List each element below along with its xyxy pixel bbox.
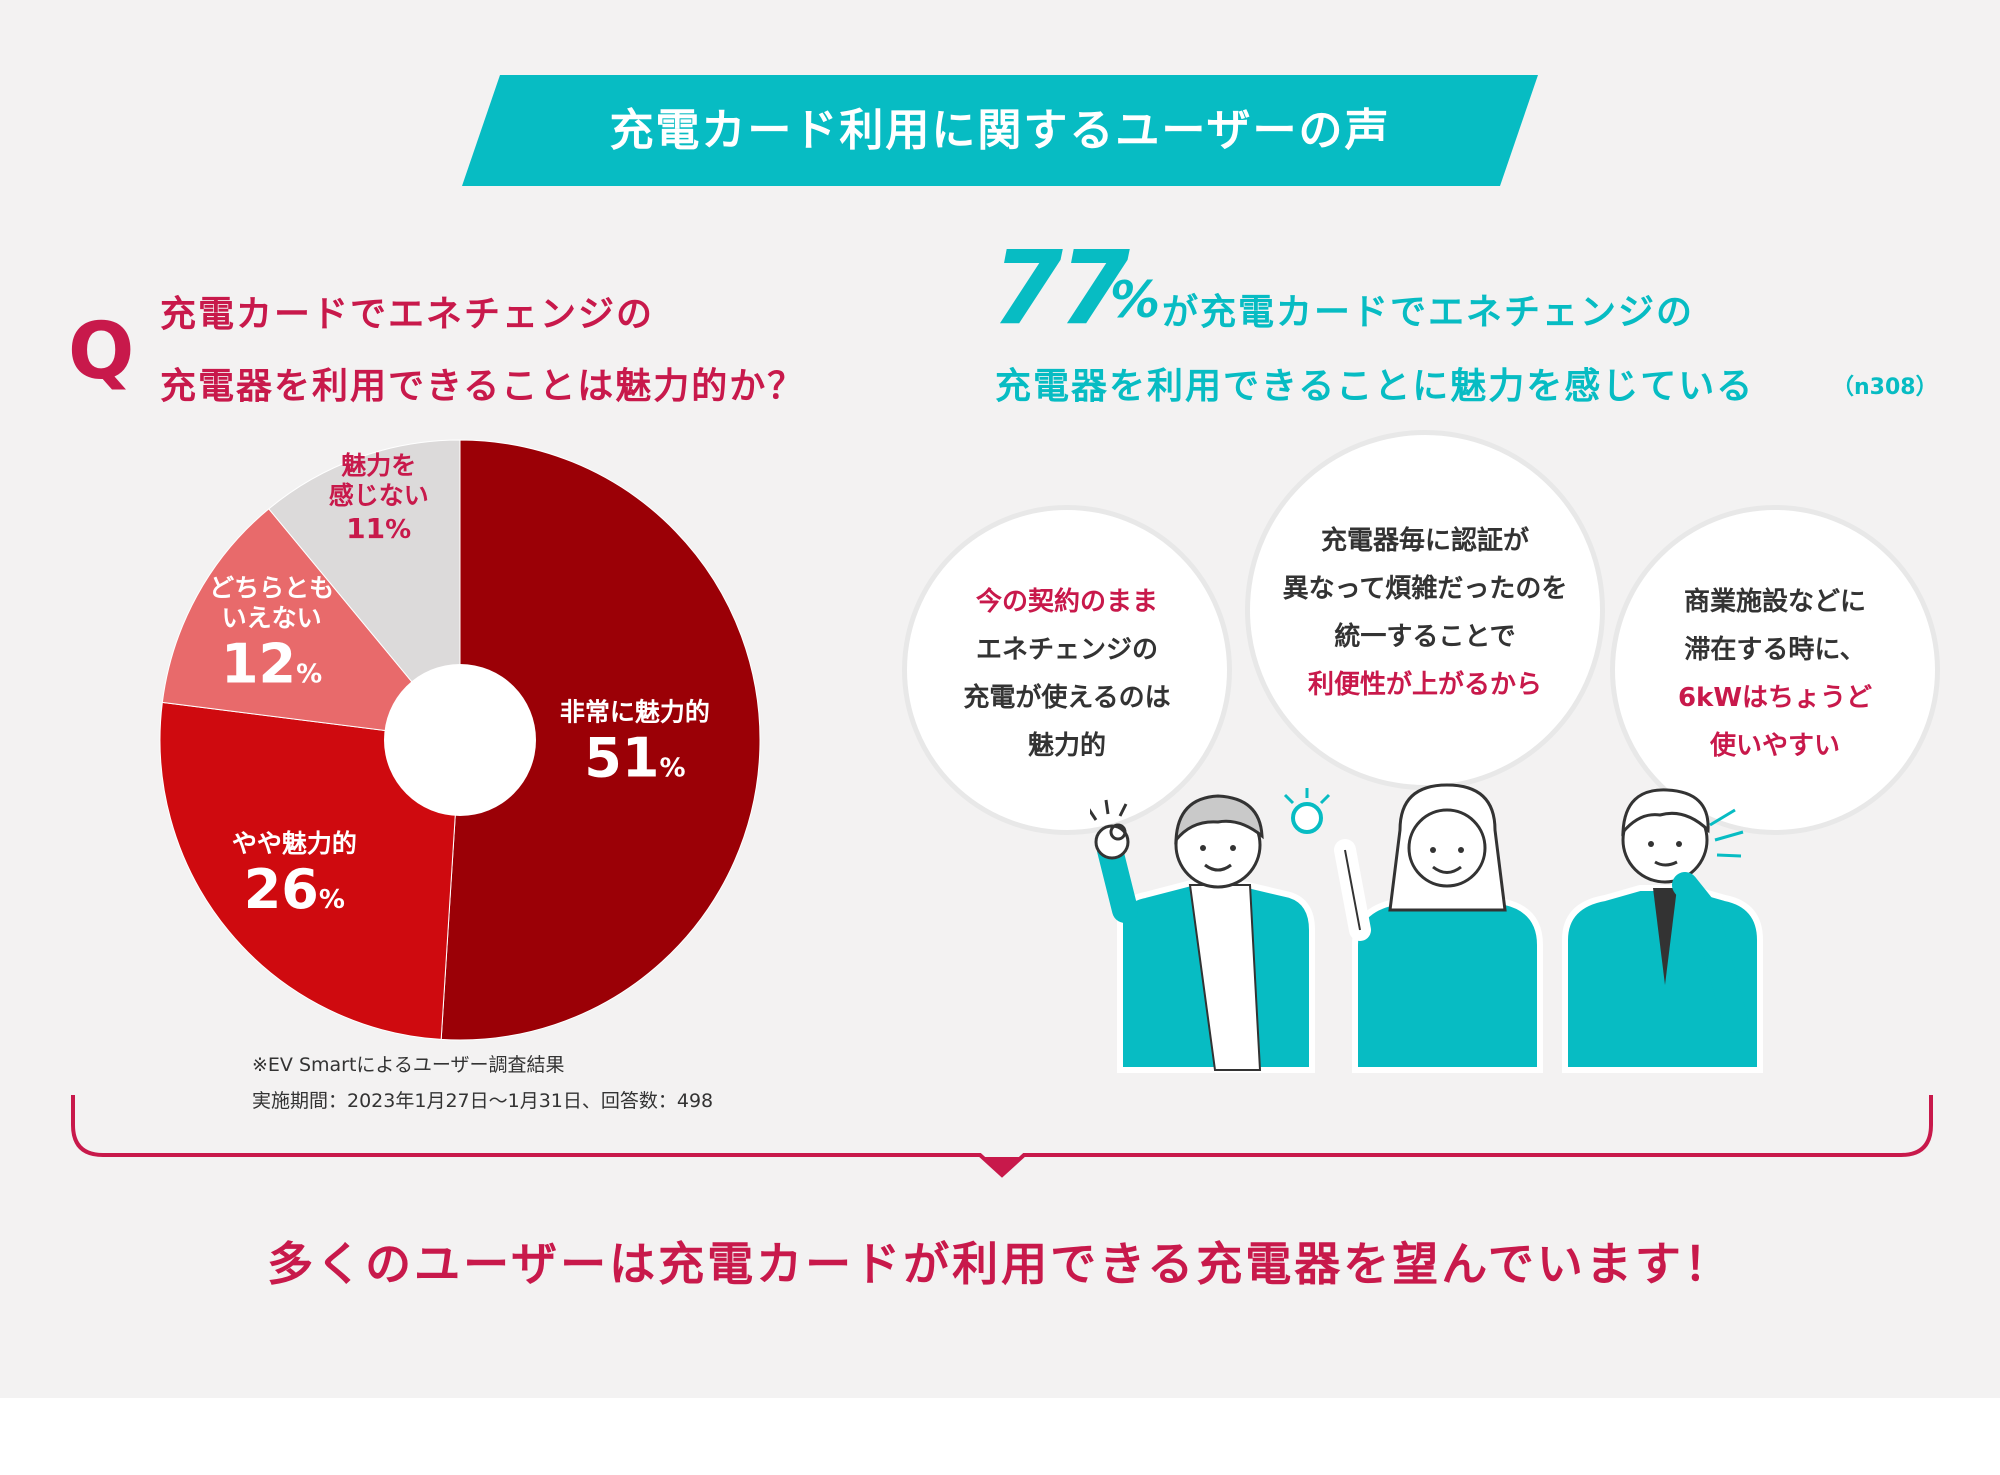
pie-value-unit-1: %	[659, 753, 685, 783]
survey-note-1: ※EV Smartによるユーザー調査結果	[252, 1054, 565, 1076]
pie-label-2-line-1: やや魅力的	[232, 829, 357, 858]
title-banner: 充電カード利用に関するユーザーの声	[462, 75, 1538, 186]
person-thinking	[1562, 788, 1763, 1073]
pie-slice-3	[161, 508, 462, 741]
pie-slice-4	[268, 439, 461, 742]
pie-value-unit-2: %	[319, 885, 345, 915]
pie-value-unit-4: %	[385, 515, 411, 545]
sample-size: （n308）	[1832, 375, 1938, 400]
pie-label-3-line-2: いえない	[222, 603, 322, 632]
headline-line-1: が充電カードでエネチェンジの	[1162, 292, 1695, 333]
banner-shape	[462, 75, 1538, 186]
pie-slice-1	[440, 439, 761, 1041]
bubble-2-line-4: 利便性が上がるから	[1307, 670, 1542, 700]
banner-title: 充電カード利用に関するユーザーの声	[609, 105, 1391, 156]
bubble-2-line-1: 充電器毎に認証が	[1320, 526, 1529, 556]
headline-percentage: 77	[992, 229, 1130, 348]
bubble-2-line-3: 統一することで	[1334, 622, 1516, 652]
bubble-1-line-4: 魅力的	[1027, 731, 1106, 761]
pie-label-4-line-1: 魅力を	[341, 451, 416, 480]
question-line-1: 充電カードでエネチェンジの	[160, 294, 655, 335]
question-mark: Q	[68, 307, 135, 397]
bubble-3-line-2: 滞在する時に、	[1684, 635, 1866, 665]
voice-bubble-3: 商業施設などに 滞在する時に、 6kWはちょうど 使いやすい	[1610, 505, 1940, 835]
conclusion-text: 多くのユーザーは充電カードが利用できる充電器を望んでいます！	[267, 1237, 1733, 1291]
voice-bubble-2: 充電器毎に認証が 異なって煩雑だったのを 統一することで 利便性が上がるから	[1245, 430, 1605, 790]
person-idea	[1283, 783, 1543, 1073]
pie-label-3-line-1: どちらとも	[209, 573, 334, 602]
summary-bracket	[71, 1095, 1933, 1178]
headline-percent-sign: %	[1110, 271, 1161, 329]
donut-hole	[384, 664, 536, 816]
pie-slice-2	[159, 701, 461, 1040]
pie-value-2: 26%	[244, 858, 345, 921]
bubble-1-line-2: エネチェンジの	[975, 635, 1158, 665]
pie-label-4-line-2: 感じない	[329, 481, 429, 510]
headline-line-2: 充電器を利用できることに魅力を感じている	[995, 366, 1755, 407]
question-line-2: 充電器を利用できることは魅力的か？	[160, 366, 806, 407]
voice-bubble-1: 今の契約のまま エネチェンジの 充電が使えるのは 魅力的	[902, 505, 1232, 835]
bubble-1-line-3: 充電が使えるのは	[963, 683, 1171, 713]
pie-value-unit-3: %	[296, 659, 322, 689]
pie-value-4: 11%	[346, 512, 411, 545]
bubble-3-line-4: 使いやすい	[1709, 731, 1840, 761]
users-illustration	[1090, 783, 1763, 1073]
pie-label-1-line-1: 非常に魅力的	[560, 697, 710, 726]
bubble-3-line-1: 商業施設などに	[1683, 587, 1866, 617]
bubble-2-line-2: 異なって煩雑だったのを	[1282, 574, 1568, 604]
bubble-1-line-1: 今の契約のまま	[975, 587, 1158, 617]
survey-note-2: 実施期間：2023年1月27日〜1月31日、回答数：498	[252, 1090, 714, 1112]
bubble-3-line-3: 6kWはちょうど	[1677, 683, 1873, 713]
person-ok-sign	[1090, 794, 1315, 1073]
